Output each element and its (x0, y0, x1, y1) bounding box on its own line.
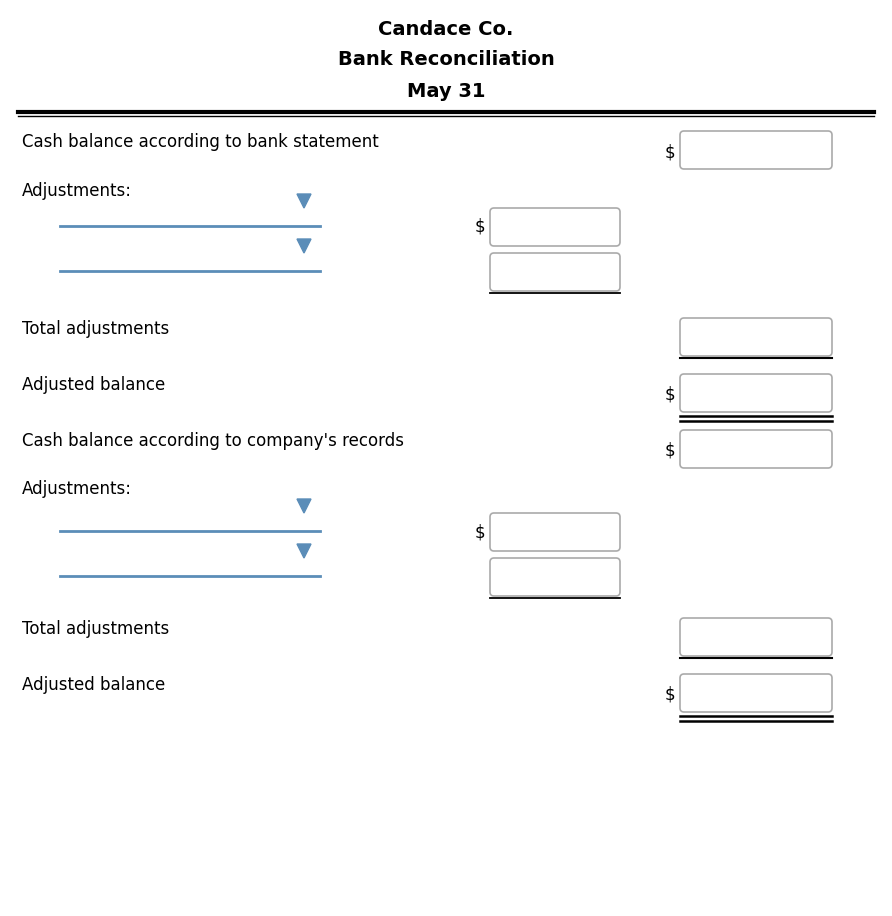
Text: Adjusted balance: Adjusted balance (22, 676, 165, 694)
Polygon shape (297, 499, 311, 513)
Text: Cash balance according to company's records: Cash balance according to company's reco… (22, 432, 404, 450)
Text: Total adjustments: Total adjustments (22, 620, 169, 638)
FancyBboxPatch shape (490, 558, 620, 596)
Polygon shape (297, 194, 311, 208)
Text: Bank Reconciliation: Bank Reconciliation (338, 50, 554, 69)
FancyBboxPatch shape (680, 430, 832, 468)
Text: $: $ (665, 442, 675, 460)
Text: Adjustments:: Adjustments: (22, 182, 132, 200)
Text: $: $ (665, 143, 675, 161)
Text: $: $ (475, 218, 485, 236)
Text: Adjusted balance: Adjusted balance (22, 376, 165, 394)
Text: $: $ (665, 386, 675, 404)
FancyBboxPatch shape (680, 374, 832, 412)
FancyBboxPatch shape (490, 208, 620, 246)
Text: Total adjustments: Total adjustments (22, 320, 169, 338)
Polygon shape (297, 239, 311, 253)
FancyBboxPatch shape (680, 131, 832, 169)
Text: May 31: May 31 (407, 82, 485, 101)
FancyBboxPatch shape (680, 674, 832, 712)
Text: Candace Co.: Candace Co. (378, 20, 514, 39)
Polygon shape (297, 544, 311, 558)
FancyBboxPatch shape (680, 618, 832, 656)
Text: $: $ (665, 686, 675, 704)
FancyBboxPatch shape (490, 253, 620, 291)
FancyBboxPatch shape (490, 513, 620, 551)
Text: $: $ (475, 523, 485, 541)
Text: Cash balance according to bank statement: Cash balance according to bank statement (22, 133, 379, 151)
FancyBboxPatch shape (680, 318, 832, 356)
Text: Adjustments:: Adjustments: (22, 480, 132, 498)
